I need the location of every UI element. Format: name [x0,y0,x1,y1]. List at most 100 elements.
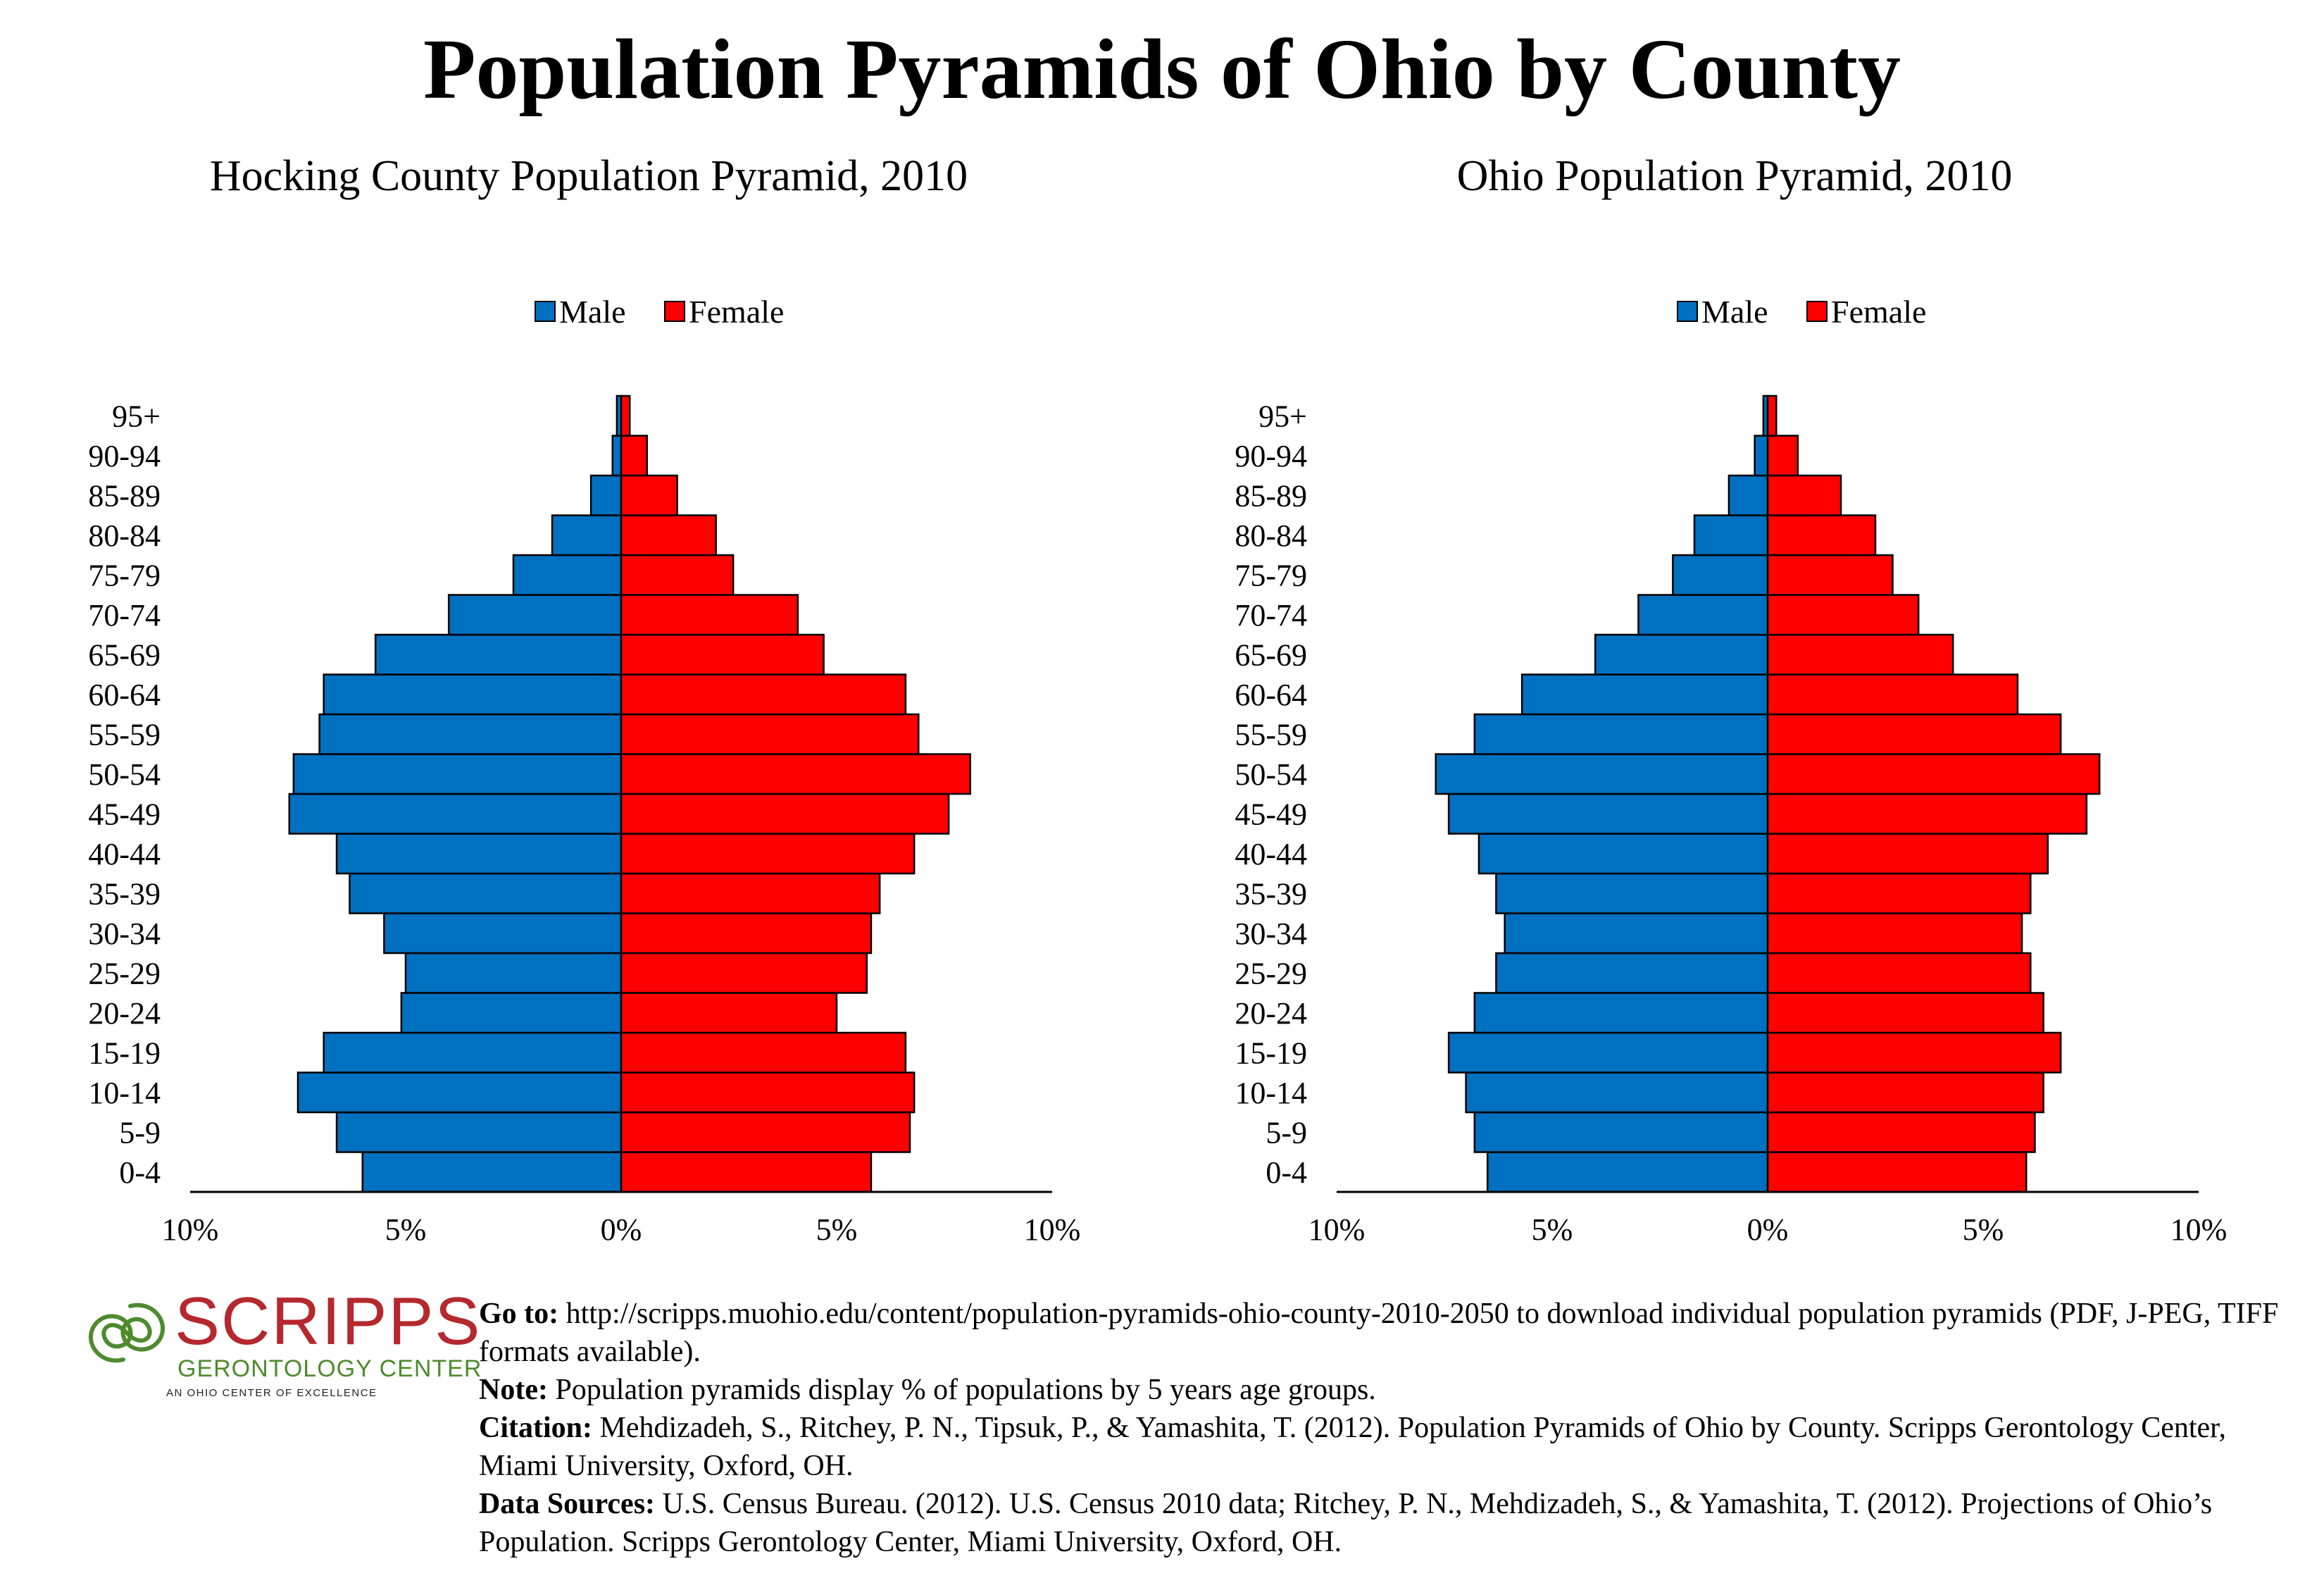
bar-male-25-29 [1495,952,1769,994]
age-label: 15-19 [88,1036,161,1070]
x-tick-label: 10% [1308,1212,1366,1247]
age-label: 40-44 [88,837,161,871]
age-label: 95+ [112,399,161,433]
bar-female-5-9 [1766,1111,2036,1153]
bar-female-30-34 [1766,912,2023,955]
legend-label-female: Female [1831,294,1926,330]
bar-male-15-19 [1447,1031,1769,1074]
age-label: 85-89 [1235,478,1307,513]
age-label: 25-29 [88,956,161,990]
bar-male-90-94 [1754,435,1769,477]
x-tick-label: 10% [162,1212,219,1247]
bar-female-10-14 [1766,1071,2044,1114]
bar-female-50-54 [620,753,971,795]
age-label: 25-29 [1235,956,1307,990]
age-label: 90-94 [88,439,161,473]
bar-female-50-54 [1766,753,2101,795]
age-label: 85-89 [88,478,161,513]
bar-male-10-14 [1465,1071,1769,1114]
bar-female-80-84 [1766,514,1877,557]
age-label: 30-34 [1235,916,1307,951]
note-text: Population pyramids display % of populat… [547,1374,1376,1406]
bar-male-40-44 [335,833,623,875]
bar-female-75-79 [1766,554,1894,596]
bar-female-80-84 [620,514,717,557]
bar-male-55-59 [318,713,623,755]
age-label: 80-84 [88,518,161,553]
bar-female-95+ [1766,394,1778,437]
x-tick-label: 5% [1963,1212,2004,1247]
bar-male-35-39 [349,872,623,914]
bar-male-65-69 [374,633,623,676]
age-label: 35-39 [88,876,161,911]
bar-female-45-49 [620,792,950,835]
bar-male-30-34 [1504,912,1769,955]
legend-label-male: Male [559,294,626,330]
age-label: 55-59 [1235,717,1307,752]
bar-female-20-24 [620,992,838,1034]
age-label: 0-4 [1266,1155,1307,1190]
bar-male-50-54 [292,753,623,795]
age-label: 0-4 [119,1155,161,1190]
bar-female-60-64 [620,673,907,716]
bar-male-10-14 [296,1071,623,1114]
bar-male-20-24 [1473,992,1769,1034]
bar-female-40-44 [620,833,916,875]
bar-male-5-9 [335,1111,623,1153]
bar-male-40-44 [1478,833,1769,875]
x-tick-label: 10% [2170,1212,2228,1247]
age-label: 50-54 [88,757,161,792]
bar-female-75-79 [620,554,735,596]
sources-label: Data Sources: [479,1488,656,1520]
age-label: 60-64 [88,678,161,712]
age-label: 5-9 [1266,1115,1307,1150]
x-tick-label: 5% [816,1212,858,1247]
bar-female-0-4 [620,1151,873,1193]
age-label: 35-39 [1235,876,1307,911]
bar-male-45-49 [1447,792,1769,835]
legend-swatch-male [535,301,556,322]
x-tick-label: 5% [1532,1212,1573,1247]
bar-female-5-9 [620,1111,911,1153]
bar-male-50-54 [1435,753,1769,795]
citation-text: Mehdizadeh, S., Ritchey, P. N., Tipsuk, … [479,1412,2226,1482]
legend-label-female: Female [689,294,784,330]
legend-swatch-female [1806,301,1828,322]
age-label: 30-34 [88,916,161,951]
age-label: 65-69 [88,638,161,672]
age-label: 45-49 [88,797,161,831]
bar-male-30-34 [383,912,623,955]
bar-female-25-29 [620,952,868,994]
bar-male-60-64 [1520,673,1769,716]
bar-female-65-69 [1766,633,1954,676]
bar-female-90-94 [620,435,648,477]
age-label: 45-49 [1235,797,1307,831]
bar-male-70-74 [447,594,623,636]
bar-male-80-84 [1693,514,1769,557]
bar-female-10-14 [620,1071,916,1114]
age-label: 70-74 [88,598,161,633]
age-label: 55-59 [88,717,161,752]
bar-female-85-89 [1766,474,1842,516]
bar-female-15-19 [620,1031,907,1074]
bar-male-55-59 [1473,713,1769,755]
bar-male-65-69 [1594,633,1769,676]
age-label: 90-94 [1235,439,1307,473]
age-label: 95+ [1258,399,1307,433]
pyramid-chart-2: Ohio Population Pyramid, 2010 Male Female 0… [1235,152,2227,1247]
footnotes: Go to: http://scripps.muohio.edu/content… [479,1295,2310,1561]
bar-female-65-69 [620,633,825,676]
bar-female-55-59 [1766,713,2062,755]
bar-female-70-74 [1766,594,1920,636]
legend-label-male: Male [1701,294,1768,330]
bar-female-15-19 [1766,1031,2062,1074]
bar-male-35-39 [1495,872,1769,914]
bar-female-35-39 [620,872,881,914]
bar-female-85-89 [620,474,678,516]
page-title: Population Pyramids of Ohio by County [423,22,1901,117]
goto-note: Go to: http://scripps.muohio.edu/content… [479,1295,2310,1371]
population-pyramid-charts: Hocking County Population Pyramid, 2010 M… [88,152,2227,1247]
x-tick-label: 5% [385,1212,427,1247]
bar-female-25-29 [1766,952,2032,994]
bar-male-70-74 [1637,594,1769,636]
